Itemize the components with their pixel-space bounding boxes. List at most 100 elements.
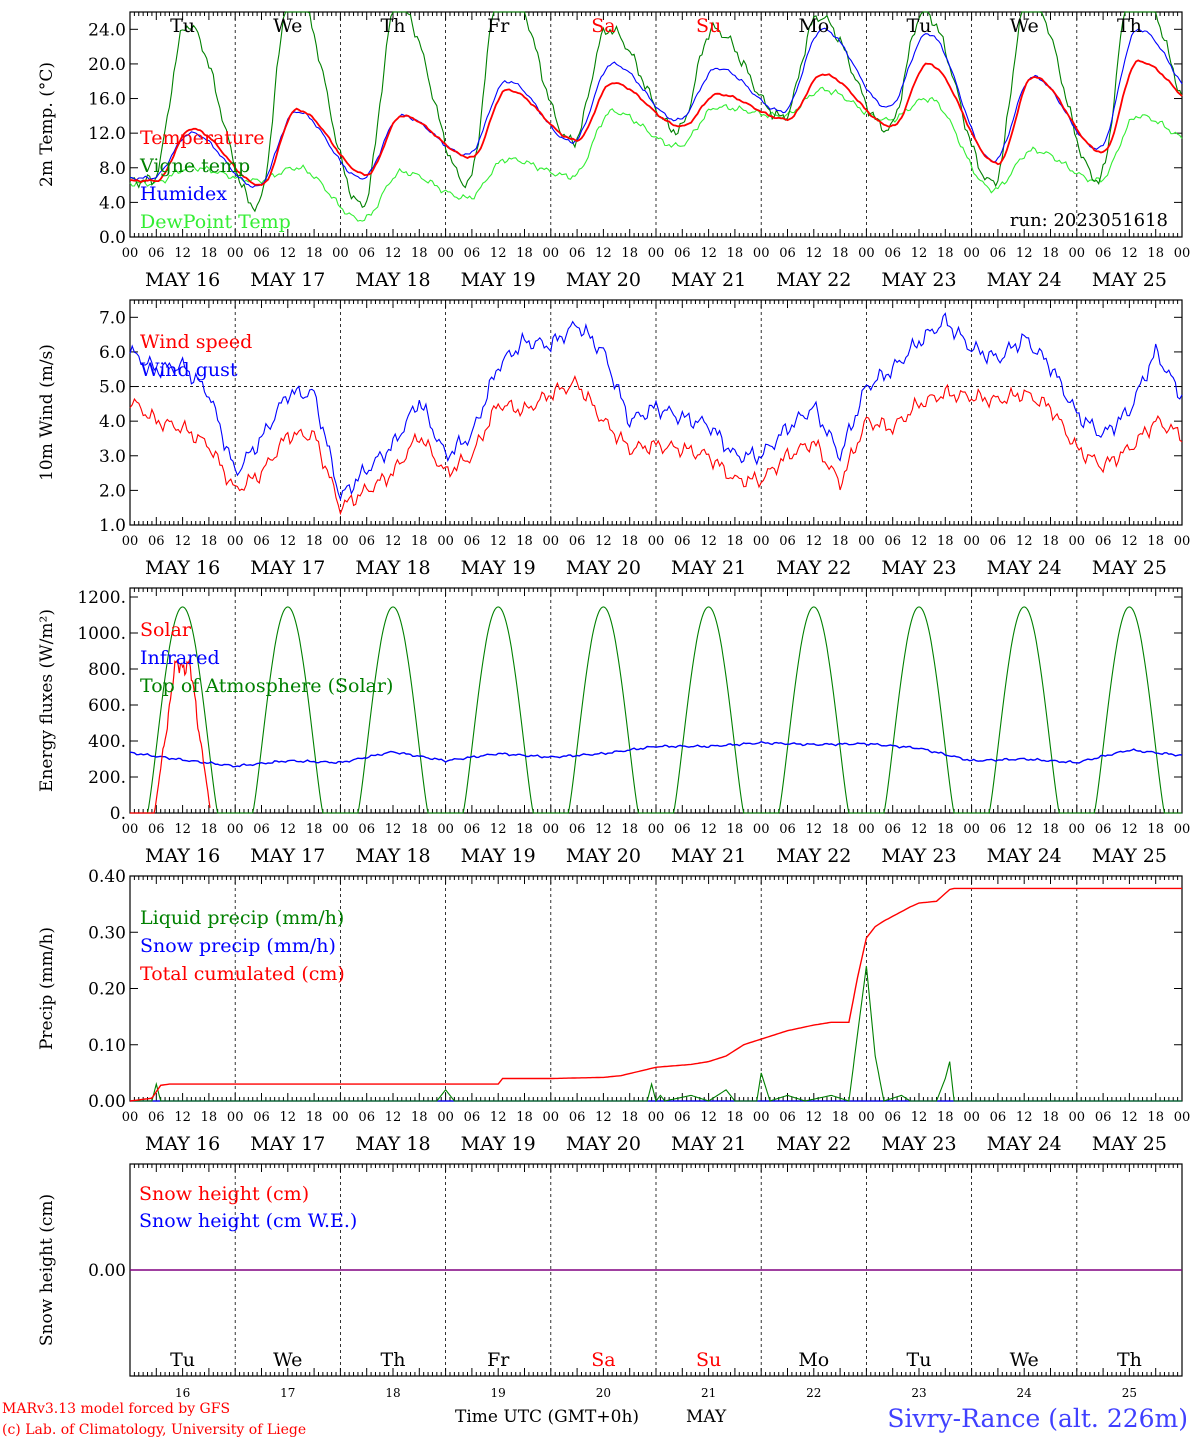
x-hour-label: 18 [1042, 1110, 1059, 1125]
footer-copyright: (c) Lab. of Climatology, University of L… [2, 1422, 306, 1438]
series-total-cumulated [129, 887, 1182, 1102]
series-dewpoint-temp [129, 86, 1183, 222]
legend-entry: Solar [140, 619, 192, 641]
legend-entry: Temperature [140, 127, 264, 149]
x-hour-label: 12 [806, 246, 823, 261]
x-hour-label: 12 [174, 822, 191, 837]
y-tick-label: 8.0 [99, 159, 126, 179]
x-hour-label: 12 [1016, 1110, 1033, 1125]
y-tick-label: 16.0 [88, 90, 126, 110]
run-label: run: 2023051618 [1010, 210, 1168, 231]
x-hour-label: 18 [411, 1110, 428, 1125]
series-temperature [129, 59, 1183, 186]
date-label: MAY 22 [776, 1133, 851, 1155]
y-tick-label: 5.0 [99, 378, 126, 398]
date-label: MAY 21 [671, 557, 746, 579]
x-hour-label: 18 [201, 534, 218, 549]
y-axis-label: Snow height (cm) [37, 1194, 57, 1346]
x-hour-label: 06 [779, 534, 796, 549]
x-hour-label: 06 [990, 1110, 1007, 1125]
x-hour-label: 18 [411, 534, 428, 549]
legend-entry: Total cumulated (cm) [140, 963, 345, 985]
x-hour-label: 18 [621, 246, 638, 261]
date-label: MAY 22 [776, 269, 851, 291]
x-hour-label: 12 [1121, 534, 1138, 549]
x-hour-label: 12 [1016, 534, 1033, 549]
x-hour-label: 06 [464, 534, 481, 549]
x-hour-label: 18 [306, 1110, 323, 1125]
y-tick-label: 3.0 [99, 447, 126, 467]
x-hour-label: 06 [884, 1110, 901, 1125]
legend-entry: Snow precip (mm/h) [140, 935, 336, 957]
date-label: MAY 16 [145, 845, 220, 867]
x-hour-label: 06 [569, 534, 586, 549]
x-hour-label: 18 [411, 822, 428, 837]
x-hour-label: 00 [437, 246, 454, 261]
y-tick-label: 200. [88, 768, 126, 788]
x-hour-label: 06 [148, 822, 165, 837]
x-hour-label: 00 [1069, 1110, 1086, 1125]
day-number-label: 23 [911, 1386, 926, 1400]
x-hour-label: 00 [437, 822, 454, 837]
x-hour-label: 00 [332, 1110, 349, 1125]
x-hour-label: 12 [280, 246, 297, 261]
day-name-label: Th [1117, 1349, 1142, 1371]
x-hour-label: 18 [727, 1110, 744, 1125]
x-hour-label: 00 [122, 534, 139, 549]
x-hour-label: 06 [990, 822, 1007, 837]
x-hour-label: 00 [963, 534, 980, 549]
x-hour-label: 00 [858, 246, 875, 261]
date-label: MAY 25 [1092, 557, 1167, 579]
x-hour-label: 18 [621, 822, 638, 837]
x-hour-label: 12 [595, 534, 612, 549]
date-label: MAY 16 [145, 269, 220, 291]
plot-frame [129, 11, 1183, 238]
x-hour-label: 12 [911, 1110, 928, 1125]
x-hour-label: 00 [1174, 246, 1191, 261]
y-tick-label: 1000. [77, 624, 126, 644]
y-tick-label: 400. [88, 732, 126, 752]
x-hour-label: 18 [727, 822, 744, 837]
x-hour-label: 06 [358, 822, 375, 837]
day-number-label: 20 [596, 1386, 611, 1400]
panels: 0.0 4.0 8.0 12.0 16.0 20.0 24.0 2m Temp. (°C) 00… [37, 11, 1191, 1400]
x-hour-label: 00 [437, 1110, 454, 1125]
y-tick-label: 1200. [77, 588, 126, 608]
x-hour-label: 12 [806, 534, 823, 549]
date-label: MAY 25 [1092, 1133, 1167, 1155]
legend-entry: Top of Atmosphere (Solar) [140, 675, 393, 697]
x-hour-label: 18 [411, 246, 428, 261]
x-hour-label: 12 [806, 1110, 823, 1125]
x-hour-label: 00 [858, 1110, 875, 1125]
x-hour-label: 12 [1016, 822, 1033, 837]
date-label: MAY 20 [566, 1133, 641, 1155]
day-number-label: 25 [1122, 1386, 1137, 1400]
x-hour-label: 12 [280, 822, 297, 837]
date-label: MAY 21 [671, 269, 746, 291]
x-hour-label: 06 [779, 822, 796, 837]
x-hour-label: 18 [1147, 1110, 1164, 1125]
day-name-label: Su [696, 15, 721, 37]
x-hour-label: 00 [1174, 822, 1191, 837]
day-number-label: 19 [491, 1386, 506, 1400]
y-tick-label: 1.0 [99, 516, 126, 536]
x-hour-label: 06 [884, 534, 901, 549]
panel-3: 0. 200. 400. 600. 800. 1000. 1200. Energy fluxe… [37, 587, 1191, 867]
x-hour-label: 06 [148, 246, 165, 261]
x-hour-label: 18 [306, 534, 323, 549]
date-label: MAY 21 [671, 845, 746, 867]
x-hour-label: 18 [727, 534, 744, 549]
day-name-label: Tu [170, 1349, 195, 1371]
x-hour-label: 06 [464, 246, 481, 261]
day-name-label: Tu [907, 1349, 932, 1371]
x-hour-label: 18 [937, 534, 954, 549]
x-hour-label: 12 [700, 1110, 717, 1125]
day-number-label: 16 [175, 1386, 190, 1400]
x-hour-label: 06 [358, 534, 375, 549]
x-hour-label: 06 [148, 1110, 165, 1125]
date-label: MAY 21 [671, 1133, 746, 1155]
day-name-label: Fr [487, 1349, 510, 1371]
y-tick-label: 12.0 [88, 124, 126, 144]
day-number-label: 21 [701, 1386, 716, 1400]
date-label: MAY 20 [566, 845, 641, 867]
